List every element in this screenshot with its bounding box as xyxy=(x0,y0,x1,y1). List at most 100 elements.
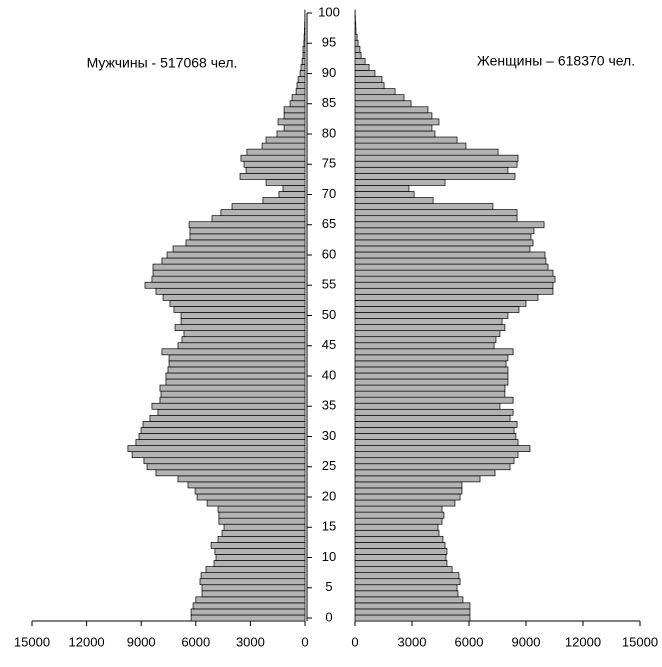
bar xyxy=(218,506,305,512)
bar xyxy=(224,524,305,530)
y-tick-label: 0 xyxy=(325,609,332,624)
bar xyxy=(355,573,459,579)
bar xyxy=(244,161,305,167)
bar xyxy=(355,446,530,452)
bar xyxy=(355,579,460,585)
bar xyxy=(355,107,428,113)
bar xyxy=(355,64,369,70)
bar xyxy=(263,198,305,204)
bar xyxy=(278,119,305,125)
x-tick-label: 12000 xyxy=(565,634,601,649)
bar xyxy=(355,367,508,373)
bar xyxy=(219,518,305,524)
bar xyxy=(355,500,455,506)
bar xyxy=(355,548,447,554)
bar xyxy=(355,149,498,155)
bar xyxy=(355,494,460,500)
y-tick-label: 75 xyxy=(322,156,336,171)
y-tick-label: 95 xyxy=(322,35,336,50)
bar xyxy=(355,476,480,482)
bar xyxy=(355,294,538,300)
bar xyxy=(355,258,546,264)
bar xyxy=(178,343,305,349)
bar xyxy=(355,204,493,210)
y-tick-label: 55 xyxy=(322,277,336,292)
bar xyxy=(221,210,305,216)
bar xyxy=(355,270,553,276)
bar xyxy=(132,452,305,458)
bar xyxy=(355,530,439,536)
bar xyxy=(216,554,305,560)
bar xyxy=(128,446,305,452)
bar xyxy=(355,458,514,464)
x-tick-label: 6000 xyxy=(181,634,210,649)
bar xyxy=(178,476,305,482)
bar xyxy=(284,107,305,113)
bar xyxy=(355,397,513,403)
bar xyxy=(355,167,508,173)
bar xyxy=(355,119,439,125)
bar xyxy=(206,567,305,573)
bar xyxy=(355,567,452,573)
y-tick-label: 80 xyxy=(322,125,336,140)
bar xyxy=(160,397,305,403)
bar xyxy=(163,294,305,300)
bar xyxy=(355,524,438,530)
y-tick-label: 5 xyxy=(325,579,332,594)
bar xyxy=(355,325,505,331)
bar xyxy=(156,288,305,294)
bar xyxy=(219,512,305,518)
bar xyxy=(355,131,435,137)
bar xyxy=(355,77,382,83)
y-tick-label: 15 xyxy=(322,519,336,534)
bar xyxy=(166,379,305,385)
bar xyxy=(355,234,531,240)
bar xyxy=(355,482,462,488)
y-tick-label: 20 xyxy=(322,488,336,503)
bar xyxy=(355,240,533,246)
bar xyxy=(211,542,305,548)
bar xyxy=(304,40,305,46)
y-tick-label: 70 xyxy=(322,186,336,201)
y-tick-label: 60 xyxy=(322,246,336,261)
bar xyxy=(284,125,305,131)
bar xyxy=(355,40,358,46)
y-tick-label: 25 xyxy=(322,458,336,473)
bar xyxy=(355,246,530,252)
bar xyxy=(355,143,466,149)
bar xyxy=(355,518,442,524)
bar xyxy=(355,95,404,101)
bar xyxy=(139,433,305,439)
bar xyxy=(355,306,519,312)
bar xyxy=(355,300,526,306)
bar xyxy=(266,137,305,143)
bar xyxy=(355,391,505,397)
bar xyxy=(355,113,432,119)
bar xyxy=(188,482,305,488)
bar xyxy=(355,337,496,343)
bar xyxy=(222,530,305,536)
bar xyxy=(190,228,305,234)
bar xyxy=(355,319,502,325)
bar xyxy=(197,494,305,500)
x-tick-label: 9000 xyxy=(512,634,541,649)
bar xyxy=(181,319,305,325)
bar xyxy=(195,488,305,494)
bar xyxy=(355,252,545,258)
bar xyxy=(355,343,494,349)
bar xyxy=(355,58,365,64)
bar xyxy=(182,337,305,343)
x-tick-label: 15000 xyxy=(622,634,658,649)
y-tick-label: 30 xyxy=(322,428,336,443)
bar xyxy=(355,222,544,228)
bar xyxy=(241,155,305,161)
bar xyxy=(355,512,444,518)
bar xyxy=(297,83,305,89)
y-tick-label: 45 xyxy=(322,337,336,352)
male-label: Мужчины - 517068 чел. xyxy=(87,55,238,71)
bar xyxy=(355,125,432,131)
bar xyxy=(355,282,553,288)
y-tick-label: 85 xyxy=(322,95,336,110)
bar xyxy=(355,228,534,234)
bar xyxy=(170,300,305,306)
